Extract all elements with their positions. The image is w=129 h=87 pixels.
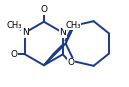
Text: N: N [59,28,66,37]
Text: O: O [10,50,17,59]
Text: CH₃: CH₃ [65,21,81,30]
Text: CH₃: CH₃ [6,21,22,30]
Text: O: O [67,58,74,67]
Text: O: O [40,5,47,14]
Text: N: N [22,28,28,37]
